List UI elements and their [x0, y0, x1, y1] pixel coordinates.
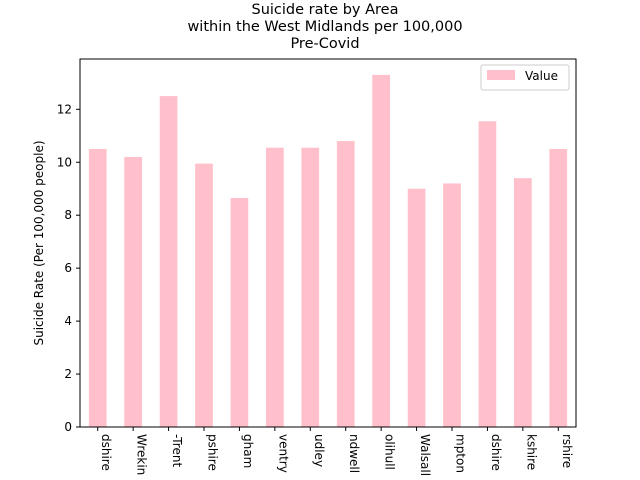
bar-13 [549, 149, 568, 427]
bar-7 [336, 141, 355, 427]
x-tick-label-9: Walsall [418, 434, 432, 476]
bar-1 [124, 156, 142, 427]
bars-group [88, 74, 568, 428]
bar-6 [301, 147, 320, 427]
bar-11 [478, 121, 497, 428]
y-tick-label-2: 4 [64, 314, 72, 328]
bar-9 [407, 188, 426, 427]
bar-4 [230, 197, 249, 427]
x-tick-label-0: dshire [99, 434, 113, 471]
x-tick-label-5: ventry [276, 434, 290, 473]
bar-5 [266, 147, 284, 427]
y-tick-label-3: 6 [64, 261, 72, 275]
chart-title-line-1: Suicide rate by Area [252, 2, 399, 18]
chart-title-line-3: Pre-Covid [290, 36, 359, 52]
x-tick-label-11: dshire [489, 434, 503, 471]
x-tick-label-1: Wrekin [135, 434, 149, 475]
plot-frame [79, 58, 577, 428]
y-tick-label-1: 2 [64, 367, 72, 381]
x-tick-label-10: mpton [454, 434, 468, 473]
y-tick-label-6: 12 [57, 102, 72, 116]
bar-2 [159, 96, 178, 427]
x-tick-label-2: -Trent [170, 434, 184, 467]
y-axis: 0 2 4 6 8 10 12 [57, 102, 80, 434]
chart-title: Suicide rate by Area within the West Mid… [187, 2, 462, 52]
bar-10 [443, 183, 461, 427]
x-tick-label-12: kshire [524, 434, 538, 470]
x-tick-label-4: gham [241, 434, 255, 468]
legend-label: Value [525, 69, 558, 83]
x-tick-label-8: olihull [383, 434, 397, 470]
bar-3 [195, 163, 213, 427]
x-tick-label-7: ndwell [347, 434, 361, 473]
chart-title-line-2: within the West Midlands per 100,000 [187, 19, 462, 35]
y-tick-label-5: 10 [57, 155, 72, 169]
bar-8 [372, 74, 390, 428]
bar-0 [88, 149, 107, 427]
x-tick-label-3: pshire [206, 434, 220, 471]
bar-12 [514, 178, 532, 427]
y-tick-label-4: 8 [64, 208, 72, 222]
x-axis: dshire Wrekin -Trent pshire gham ventry udley n… [97, 427, 574, 476]
y-axis-label: Suicide Rate (Per 100,000 people) [32, 140, 46, 345]
y-tick-label-0: 0 [64, 420, 72, 434]
legend: Value [480, 64, 570, 91]
legend-swatch [487, 70, 515, 80]
x-tick-label-6: udley [312, 434, 326, 467]
x-tick-label-13: rshire [560, 434, 574, 468]
